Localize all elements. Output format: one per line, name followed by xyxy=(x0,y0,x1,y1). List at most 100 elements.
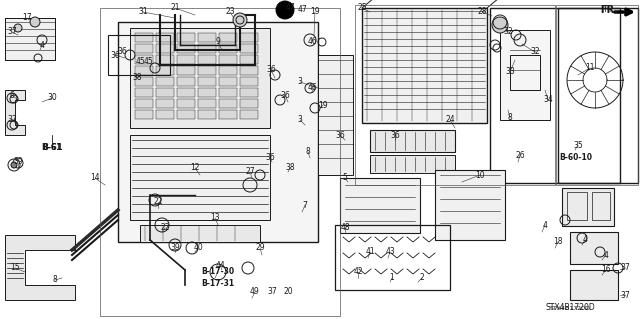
Bar xyxy=(5,18,55,60)
Text: 14: 14 xyxy=(90,174,100,182)
Bar xyxy=(156,88,174,97)
Bar xyxy=(156,33,174,42)
Bar xyxy=(130,135,270,220)
Bar xyxy=(219,88,237,97)
Bar xyxy=(435,170,505,240)
Text: 37: 37 xyxy=(7,115,17,124)
Text: 16: 16 xyxy=(601,265,611,275)
Text: 4: 4 xyxy=(543,220,547,229)
Text: 38: 38 xyxy=(285,164,295,173)
Text: 45: 45 xyxy=(143,57,153,66)
Bar xyxy=(219,110,237,119)
Circle shape xyxy=(276,1,294,19)
Text: 5: 5 xyxy=(342,174,348,182)
Bar xyxy=(156,66,174,75)
Text: 2: 2 xyxy=(420,273,424,283)
Text: 3: 3 xyxy=(298,78,303,86)
Bar xyxy=(108,35,170,75)
Text: 36: 36 xyxy=(335,130,345,139)
Bar xyxy=(240,110,258,119)
Text: B-17-31: B-17-31 xyxy=(202,278,235,287)
Text: 40: 40 xyxy=(193,243,203,253)
Bar xyxy=(240,55,258,64)
Bar xyxy=(118,22,318,242)
Text: 46: 46 xyxy=(308,84,318,93)
Text: 4: 4 xyxy=(40,41,44,49)
Text: 10: 10 xyxy=(475,170,485,180)
Bar xyxy=(135,33,153,42)
Text: 36: 36 xyxy=(265,153,275,162)
Bar xyxy=(558,8,638,183)
Text: 39: 39 xyxy=(170,243,180,253)
Bar xyxy=(177,33,195,42)
Bar xyxy=(177,88,195,97)
Text: 4: 4 xyxy=(582,235,588,244)
Text: 32: 32 xyxy=(530,48,540,56)
Bar xyxy=(198,99,216,108)
Bar xyxy=(570,232,618,264)
Bar xyxy=(135,66,153,75)
Bar xyxy=(5,18,55,60)
Bar xyxy=(355,5,555,185)
Text: 30: 30 xyxy=(47,93,57,102)
Text: 47: 47 xyxy=(285,4,295,12)
Bar xyxy=(130,28,270,128)
Text: 45: 45 xyxy=(135,57,145,66)
Text: 11: 11 xyxy=(585,63,595,72)
Bar xyxy=(219,77,237,86)
Bar xyxy=(198,88,216,97)
Bar xyxy=(219,33,237,42)
Text: FR.: FR. xyxy=(600,5,612,14)
Polygon shape xyxy=(5,235,75,300)
Bar xyxy=(490,8,620,183)
Bar xyxy=(198,33,216,42)
Text: 36: 36 xyxy=(110,50,120,60)
Bar xyxy=(135,110,153,119)
Text: 35: 35 xyxy=(573,140,583,150)
Text: 8: 8 xyxy=(306,147,310,157)
Text: 32: 32 xyxy=(503,27,513,36)
Bar xyxy=(240,44,258,53)
Text: 42: 42 xyxy=(353,268,363,277)
Bar xyxy=(362,8,487,123)
Text: 15: 15 xyxy=(10,263,20,272)
Text: 49: 49 xyxy=(250,287,260,296)
Text: 27: 27 xyxy=(245,167,255,176)
Bar xyxy=(500,30,550,120)
Text: 17: 17 xyxy=(22,13,32,23)
Circle shape xyxy=(11,162,17,168)
Bar xyxy=(240,99,258,108)
Text: 23: 23 xyxy=(225,8,235,17)
Text: 22: 22 xyxy=(153,197,163,206)
Bar xyxy=(340,178,420,233)
Text: B-61: B-61 xyxy=(41,144,63,152)
Text: 1: 1 xyxy=(390,273,394,283)
Text: 31: 31 xyxy=(138,8,148,17)
Bar xyxy=(562,188,614,226)
Text: 6: 6 xyxy=(10,91,15,100)
Text: 48: 48 xyxy=(340,224,350,233)
Text: 43: 43 xyxy=(385,248,395,256)
Text: 44: 44 xyxy=(215,261,225,270)
Bar xyxy=(592,192,610,220)
Bar xyxy=(156,77,174,86)
Bar xyxy=(556,5,638,185)
Text: B-61: B-61 xyxy=(42,144,61,152)
Text: STX4B1720D: STX4B1720D xyxy=(550,306,591,310)
Text: 29: 29 xyxy=(255,243,265,253)
Bar xyxy=(240,33,258,42)
Bar xyxy=(335,225,450,290)
Text: 24: 24 xyxy=(445,115,455,124)
Polygon shape xyxy=(5,90,25,135)
Bar xyxy=(156,44,174,53)
Text: 13: 13 xyxy=(210,213,220,222)
Text: 4: 4 xyxy=(604,250,609,259)
Text: 7: 7 xyxy=(303,201,307,210)
Text: 12: 12 xyxy=(190,164,200,173)
Bar xyxy=(198,44,216,53)
Text: STX4B1720D: STX4B1720D xyxy=(545,303,595,313)
Bar xyxy=(240,88,258,97)
Bar xyxy=(198,66,216,75)
Bar xyxy=(570,270,618,300)
Bar xyxy=(219,55,237,64)
